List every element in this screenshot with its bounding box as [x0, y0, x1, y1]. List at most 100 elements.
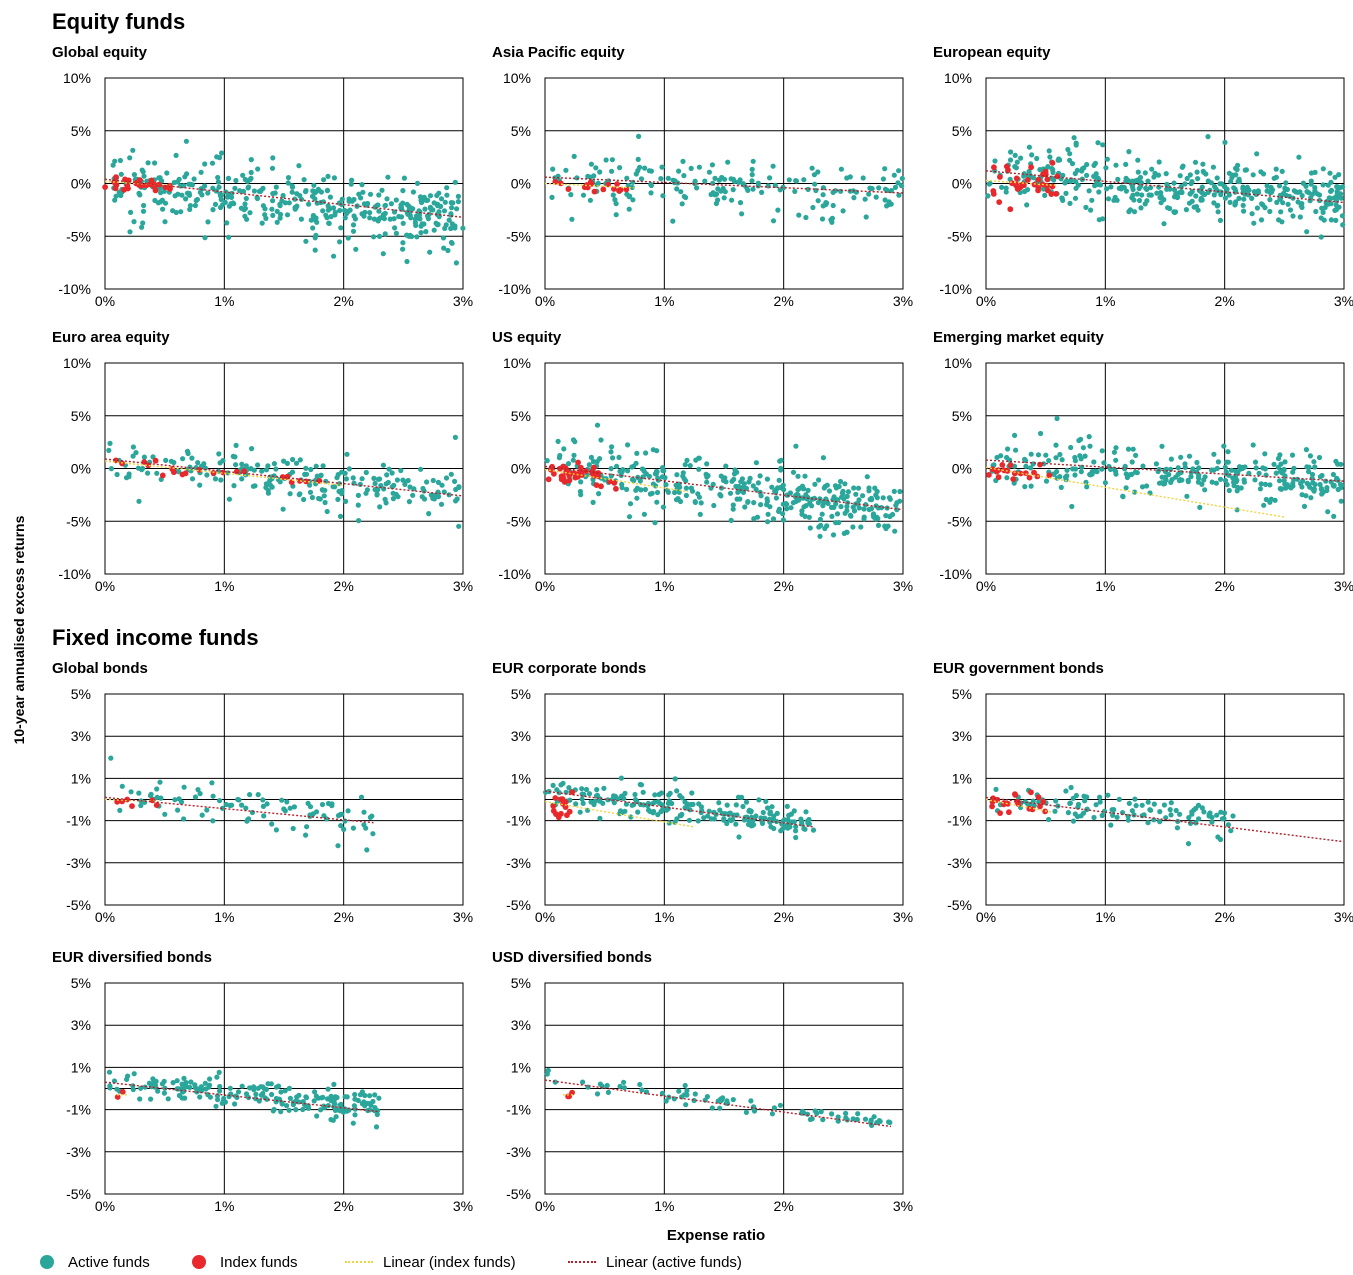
active-fund-point — [393, 197, 399, 203]
active-fund-point — [216, 184, 222, 190]
active-fund-point — [351, 196, 357, 203]
active-fund-point — [204, 807, 210, 813]
active-fund-point — [683, 478, 689, 484]
active-fund-point — [1211, 192, 1217, 198]
active-fund-point — [160, 206, 166, 212]
active-fund-point — [1133, 803, 1139, 809]
active-fund-point — [355, 1097, 361, 1104]
active-fund-point — [1211, 451, 1217, 457]
y-tick-label: 3% — [71, 1017, 91, 1033]
active-fund-point — [1199, 189, 1205, 195]
active-fund-point — [154, 470, 160, 476]
x-tick-label: 1% — [1095, 293, 1115, 309]
active-fund-point — [1154, 190, 1160, 196]
active-fund-point — [1123, 485, 1129, 491]
active-fund-point — [634, 495, 640, 501]
index-fund-point — [560, 476, 567, 482]
active-fund-point — [1234, 488, 1240, 494]
active-fund-point — [1252, 459, 1259, 465]
active-fund-point — [560, 780, 566, 786]
active-fund-point — [106, 447, 112, 453]
index-fund-point — [569, 1089, 575, 1096]
active-fund-point — [793, 834, 799, 841]
active-fund-point — [287, 491, 293, 497]
active-fund-point — [741, 481, 747, 487]
active-fund-point — [1028, 465, 1034, 471]
active-fund-point — [301, 177, 307, 183]
index-fund-point — [995, 467, 1002, 474]
active-fund-point — [230, 200, 236, 206]
active-fund-point — [130, 1086, 136, 1093]
y-tick-label: -1% — [66, 813, 91, 829]
active-fund-point — [890, 511, 896, 518]
active-fund-point — [753, 486, 759, 492]
active-fund-point — [1209, 819, 1215, 825]
index-fund-point — [156, 181, 162, 188]
active-fund-point — [1054, 415, 1060, 422]
active-fund-point — [655, 477, 661, 483]
active-fund-point — [172, 797, 178, 803]
chart-eur-government-bonds: EUR government bonds 0% 1% 2% 3% -5% -3% -1% 1% 3… — [933, 660, 1353, 945]
active-fund-point — [341, 826, 347, 832]
active-fund-point — [422, 206, 428, 212]
y-tick-label: 5% — [952, 686, 972, 702]
active-fund-point — [391, 216, 397, 222]
active-fund-point — [192, 1085, 199, 1091]
active-fund-point — [1282, 459, 1288, 465]
active-fund-point — [1149, 166, 1155, 172]
active-fund-point — [860, 175, 866, 181]
active-fund-point — [626, 206, 632, 212]
active-fund-point — [816, 477, 822, 483]
active-fund-point — [883, 513, 889, 519]
active-fund-point — [695, 491, 701, 497]
active-fund-point — [577, 488, 583, 495]
active-fund-point — [1207, 810, 1213, 816]
active-fund-point — [864, 474, 870, 480]
chart-eur-diversified-bonds: EUR diversified bonds 0% 1% 2% 3% -5% -3% -1% 1%… — [52, 949, 482, 1234]
active-fund-point — [140, 208, 147, 214]
active-fund-point — [1130, 192, 1136, 198]
active-fund-point — [843, 1115, 849, 1121]
active-fund-point — [1186, 453, 1193, 459]
active-fund-point — [807, 525, 813, 531]
active-fund-point — [337, 513, 344, 519]
active-fund-point — [681, 193, 687, 200]
active-fund-point — [681, 173, 687, 179]
active-fund-point — [1161, 802, 1167, 808]
active-fund-point — [622, 790, 628, 796]
active-fund-point — [197, 791, 203, 797]
active-fund-point — [202, 235, 208, 241]
active-fund-point — [1339, 213, 1345, 219]
index-fund-point — [169, 466, 176, 472]
index-funds-series — [989, 789, 1048, 816]
active-fund-point — [828, 504, 835, 510]
active-fund-point — [1299, 492, 1305, 498]
active-fund-point — [563, 167, 569, 173]
active-fund-point — [1132, 469, 1138, 475]
active-fund-point — [202, 465, 208, 471]
active-fund-point — [376, 233, 383, 239]
active-fund-point — [660, 193, 666, 199]
active-fund-point — [617, 165, 623, 171]
active-fund-point — [692, 1091, 698, 1097]
active-fund-point — [176, 176, 182, 182]
active-fund-point — [230, 453, 236, 459]
active-fund-point — [587, 197, 593, 203]
active-fund-point — [875, 522, 882, 528]
legend-active-label: Active funds — [68, 1254, 150, 1271]
active-fund-point — [739, 211, 745, 217]
active-fund-point — [181, 816, 187, 822]
active-fund-point — [651, 799, 658, 805]
active-fund-point — [1043, 452, 1049, 458]
active-fund-point — [1089, 197, 1095, 203]
active-fund-point — [418, 223, 424, 229]
active-fund-point — [197, 482, 203, 488]
legend-item-linear-index: Linear (index funds) — [345, 1254, 516, 1271]
active-fund-point — [138, 1085, 144, 1091]
active-fund-point — [128, 209, 134, 215]
active-fund-point — [1328, 179, 1334, 185]
active-fund-point — [993, 786, 999, 792]
index-fund-point — [593, 482, 600, 488]
active-fund-point — [1185, 841, 1192, 847]
active-fund-point — [127, 229, 133, 235]
